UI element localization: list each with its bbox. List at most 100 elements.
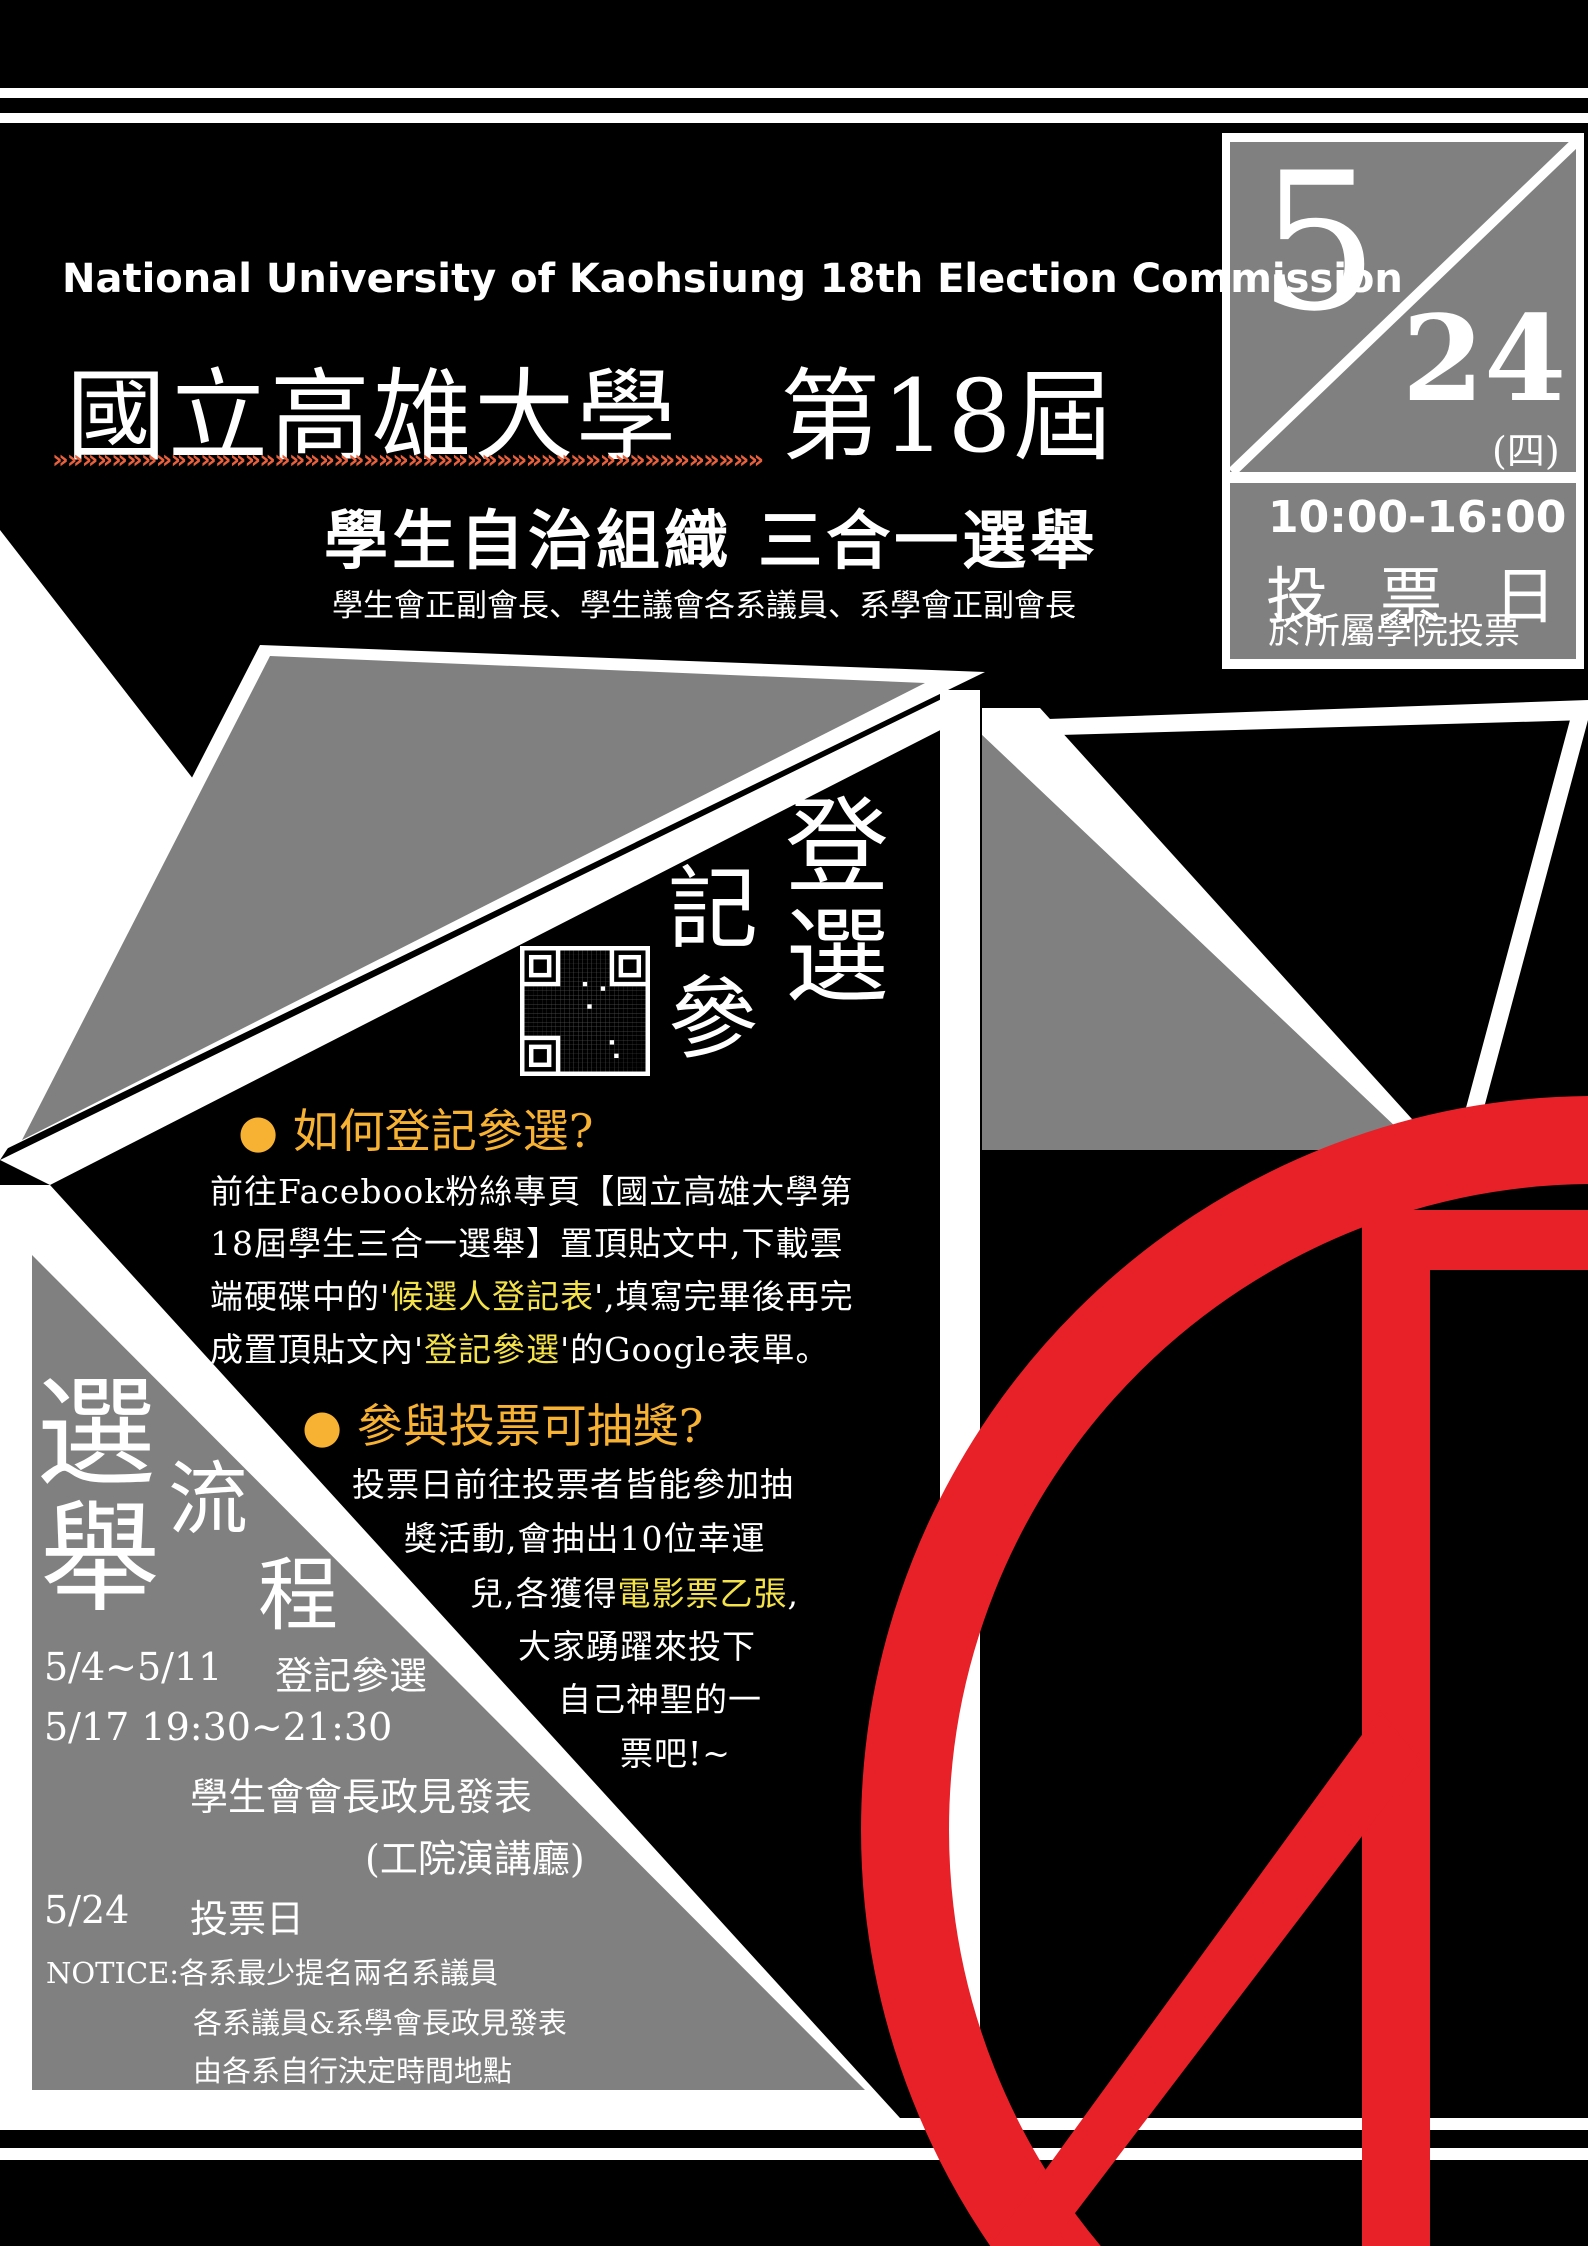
qr-module (528, 995, 534, 1000)
qr-module (555, 1026, 561, 1032)
qr-module (641, 1062, 646, 1068)
qr-module (641, 1049, 646, 1054)
qr-module (614, 1049, 619, 1054)
qr-module (623, 1004, 628, 1009)
roof-gray (22, 656, 925, 1140)
qr-module (609, 1013, 615, 1018)
qr-module (609, 1017, 615, 1023)
answer-text: 投票日前往投票者皆能參加抽 (352, 1465, 794, 1504)
qr-module (632, 990, 637, 996)
qr-module (623, 986, 628, 991)
qr-module (618, 995, 624, 1000)
qr-module (605, 977, 610, 982)
faq-question-how-to-register: ● 如何登記參選? (238, 1104, 594, 1158)
left-white-wedge (0, 530, 225, 1160)
qr-module (614, 1026, 619, 1032)
qr-module (578, 1031, 583, 1036)
qr-module (573, 1026, 579, 1032)
qr-module (591, 977, 597, 982)
qr-module (582, 1062, 588, 1068)
bottom-stripe-2 (0, 2148, 1588, 2160)
qr-module (623, 1008, 628, 1014)
qr-module (641, 1035, 646, 1041)
qr-code-icon[interactable] (520, 946, 650, 1076)
qr-module (641, 1031, 646, 1036)
qr-module (627, 1067, 633, 1072)
qr-module (560, 1067, 565, 1072)
qr-module (573, 1040, 579, 1045)
qr-module (569, 1067, 574, 1072)
qr-module (578, 1026, 583, 1032)
registration-heading-2: 選 (785, 896, 890, 1018)
qr-module (542, 990, 547, 996)
qr-module (560, 1044, 565, 1050)
qr-module (605, 1026, 610, 1032)
qr-module (587, 1031, 592, 1036)
qr-module (600, 1022, 606, 1027)
qr-module (641, 1067, 646, 1072)
qr-module (533, 1008, 538, 1014)
qr-module (560, 981, 565, 987)
qr-module (618, 1013, 624, 1018)
qr-module (573, 1067, 579, 1072)
qr-module (605, 1053, 610, 1059)
qr-module (560, 1049, 565, 1054)
qr-module (591, 1017, 597, 1023)
qr-module (627, 1017, 633, 1023)
qr-module (636, 1022, 642, 1027)
qr-module (542, 1031, 547, 1036)
qr-module (582, 1049, 588, 1054)
date-day: 24 (1402, 289, 1567, 428)
qr-module (623, 990, 628, 996)
qr-module (587, 950, 592, 955)
qr-module (632, 1013, 637, 1018)
qr-module (573, 1058, 579, 1063)
faq-answer-line: 獎活動,會抽出10位幸運 (404, 1512, 765, 1560)
qr-module (537, 999, 543, 1005)
qr-module (582, 999, 588, 1005)
qr-module (605, 999, 610, 1005)
qr-module (636, 1031, 642, 1036)
qr-module (569, 1049, 574, 1054)
qr-module (596, 1026, 601, 1032)
notice-line: NOTICE:各系最少提名兩名系議員 (46, 1956, 499, 1990)
qr-module (569, 1044, 574, 1050)
qr-module (627, 995, 633, 1000)
qr-module (623, 999, 628, 1005)
qr-module (555, 990, 561, 996)
qr-module (560, 1031, 565, 1036)
qr-module (578, 1044, 583, 1050)
qr-module (582, 986, 588, 991)
qr-module (551, 1004, 556, 1009)
qr-module (564, 990, 570, 996)
answer-text: 前往Facebook粉絲專頁【國立高雄大學第 (210, 1172, 854, 1211)
qr-module (582, 963, 588, 969)
qr-module (573, 972, 579, 978)
process-heading-2: 舉 (40, 1490, 160, 1629)
qr-module (618, 1004, 624, 1009)
qr-module (564, 986, 570, 991)
qr-module (524, 995, 529, 1000)
qr-module (596, 990, 601, 996)
qr-module (533, 1026, 538, 1032)
qr-module (578, 968, 583, 973)
qr-module (623, 1017, 628, 1023)
qr-module (578, 1013, 583, 1018)
schedule-date: 5/4~5/11 (44, 1645, 223, 1689)
qr-module (537, 1026, 543, 1032)
qr-module (641, 999, 646, 1005)
qr-module (605, 1022, 610, 1027)
qr-module (618, 1049, 624, 1054)
qr-module (591, 1035, 597, 1041)
qr-module (605, 1062, 610, 1068)
english-title: National University of Kaohsiung 18th El… (62, 256, 1403, 302)
qr-module (587, 1008, 592, 1014)
qr-module (573, 1031, 579, 1036)
registration-heading-1: 登 (785, 786, 890, 908)
qr-module (600, 1008, 606, 1014)
qr-module (573, 1022, 579, 1027)
qr-module (564, 1004, 570, 1009)
schedule-event: 學生會會長政見發表 (190, 1775, 533, 1819)
qr-module (596, 1058, 601, 1063)
qr-module (618, 1035, 624, 1041)
